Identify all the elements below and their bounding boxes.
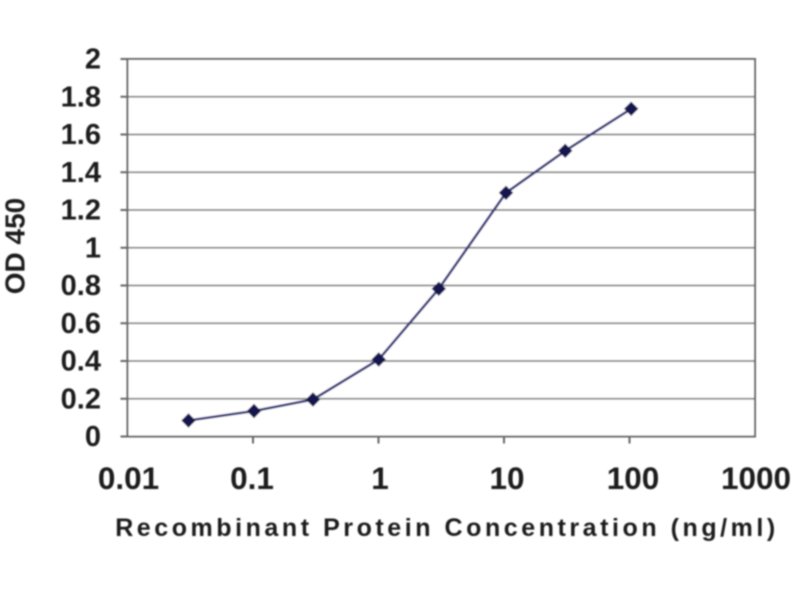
svg-text:0.01: 0.01 <box>98 460 159 496</box>
svg-text:1: 1 <box>85 232 101 264</box>
svg-text:0.4: 0.4 <box>61 346 101 378</box>
svg-text:2: 2 <box>85 44 101 76</box>
svg-text:0: 0 <box>85 421 101 453</box>
svg-text:100: 100 <box>607 460 660 496</box>
svg-text:1.8: 1.8 <box>61 81 101 113</box>
svg-text:OD 450: OD 450 <box>0 198 31 295</box>
svg-text:0.1: 0.1 <box>230 460 274 496</box>
svg-text:1: 1 <box>371 460 389 496</box>
svg-text:1000: 1000 <box>721 460 791 496</box>
svg-text:1.6: 1.6 <box>61 119 101 151</box>
svg-text:0.6: 0.6 <box>61 308 101 340</box>
svg-text:Recombinant Protein Concentrat: Recombinant Protein Concentration (ng/ml… <box>115 514 779 542</box>
svg-text:0.2: 0.2 <box>61 383 101 415</box>
svg-text:0.8: 0.8 <box>61 270 101 302</box>
svg-text:1.2: 1.2 <box>61 195 101 227</box>
svg-text:1.4: 1.4 <box>61 157 101 189</box>
svg-text:10: 10 <box>489 460 524 496</box>
